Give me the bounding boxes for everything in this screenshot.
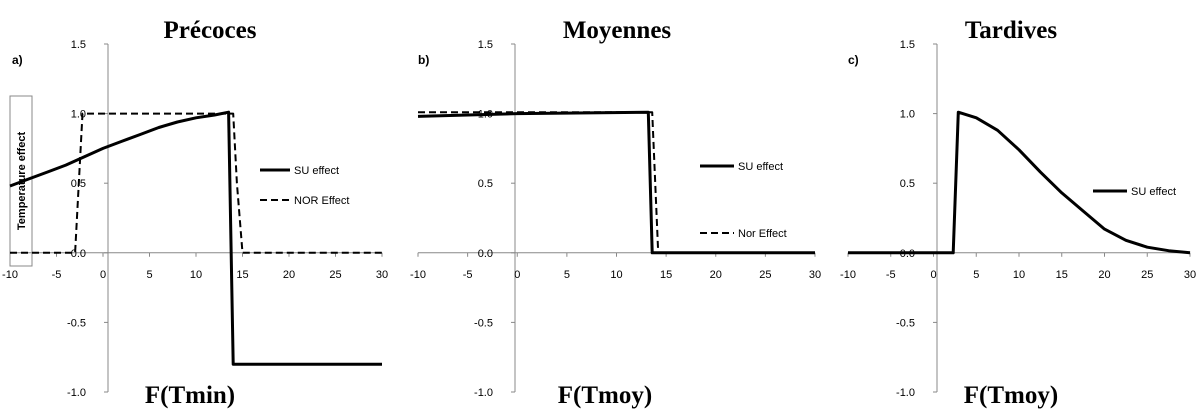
x-tick-label: 5 xyxy=(973,269,979,281)
x-tick-label: 25 xyxy=(759,269,771,281)
x-tick-label: 25 xyxy=(1141,269,1153,281)
x-tick-label: 10 xyxy=(1013,269,1025,281)
x-tick-label: 20 xyxy=(283,269,295,281)
panel-c: Tardives c) F(Tmoy) 1.51.00.50.0-0.5-1.0… xyxy=(840,17,1196,409)
x-axis-label: F(Tmoy) xyxy=(558,382,652,409)
x-tick-label: 15 xyxy=(236,269,248,281)
legend-label: NOR Effect xyxy=(294,195,349,207)
y-tick-label: 0.5 xyxy=(478,178,493,190)
x-tick-label: 5 xyxy=(146,269,152,281)
x-tick-label: -10 xyxy=(2,269,18,281)
series-line-nor-effect xyxy=(10,112,382,254)
y-tick-label: 1.5 xyxy=(71,39,86,51)
x-tick-label: -10 xyxy=(410,269,426,281)
axes: 1.51.00.50.0-0.5-1.0-10 -5 0 5 10 15 20 25 30 xyxy=(2,39,388,399)
legend: SU effect xyxy=(1093,186,1176,198)
y-tick-label: 0.0 xyxy=(71,248,86,260)
y-tick-label: 1.5 xyxy=(478,39,493,51)
panel-letter: c) xyxy=(848,53,859,67)
legend: SU effect Nor Effect xyxy=(700,161,787,240)
x-tick-label: 10 xyxy=(610,269,622,281)
x-tick-label: 10 xyxy=(190,269,202,281)
legend-label: SU effect xyxy=(294,165,339,177)
series-line-su-effect xyxy=(9,110,382,366)
y-tick-label: -1.0 xyxy=(474,387,493,399)
panel-title: Moyennes xyxy=(563,17,672,44)
series-line-su-effect xyxy=(848,110,1191,255)
x-tick-label: 20 xyxy=(710,269,722,281)
x-tick-label: 20 xyxy=(1098,269,1110,281)
series-layer xyxy=(848,110,1191,255)
x-axis-label: F(Tmin) xyxy=(145,382,235,409)
x-tick-label: 5 xyxy=(564,269,570,281)
y-tick-label: 1.5 xyxy=(900,39,915,51)
panel-letter: b) xyxy=(418,53,429,67)
y-tick-label: 0.5 xyxy=(900,178,915,190)
y-tick-label: -1.0 xyxy=(67,387,86,399)
x-tick-label: 0 xyxy=(100,269,106,281)
y-tick-label: 1.0 xyxy=(71,109,86,121)
series-line-nor-effect xyxy=(418,111,815,254)
panel-a: Précoces a) Temperature effect F(Tmin) 1… xyxy=(2,17,388,409)
y-tick-label: 0.0 xyxy=(478,248,493,260)
panel-b: Moyennes b) F(Tmoy) 1.51.00.50.0-0.5-1.0… xyxy=(410,17,821,409)
panel-title: Précoces xyxy=(164,17,257,44)
x-tick-label: -5 xyxy=(52,269,62,281)
y-tick-label: -0.5 xyxy=(896,317,915,329)
legend-label: SU effect xyxy=(738,161,783,173)
legend-label: SU effect xyxy=(1131,186,1176,198)
x-tick-label: -5 xyxy=(886,269,896,281)
y-tick-label: -1.0 xyxy=(896,387,915,399)
x-tick-label: 30 xyxy=(809,269,821,281)
panel-letter: a) xyxy=(12,53,23,67)
x-tick-label: 15 xyxy=(660,269,672,281)
y-tick-label: 1.0 xyxy=(900,109,915,121)
series-layer xyxy=(417,110,815,255)
axes: 1.51.00.50.0-0.5-1.0-10 -5 0 5 10 15 20 25 30 xyxy=(840,39,1196,399)
series-layer xyxy=(9,110,382,366)
x-tick-label: -5 xyxy=(463,269,473,281)
x-tick-label: -10 xyxy=(840,269,856,281)
x-tick-label: 0 xyxy=(514,269,520,281)
legend: SU effect NOR Effect xyxy=(260,165,349,207)
axes: 1.51.00.50.0-0.5-1.0-10 -5 0 5 10 15 20 25 30 xyxy=(410,39,821,399)
legend-label: Nor Effect xyxy=(738,228,787,240)
y-tick-label: -0.5 xyxy=(67,317,86,329)
x-tick-label: 0 xyxy=(930,269,936,281)
panel-title: Tardives xyxy=(965,17,1057,44)
x-axis-label: F(Tmoy) xyxy=(964,382,1058,409)
x-tick-label: 30 xyxy=(1184,269,1196,281)
x-tick-label: 15 xyxy=(1056,269,1068,281)
x-tick-label: 30 xyxy=(376,269,388,281)
y-tick-label: -0.5 xyxy=(474,317,493,329)
x-tick-label: 25 xyxy=(329,269,341,281)
